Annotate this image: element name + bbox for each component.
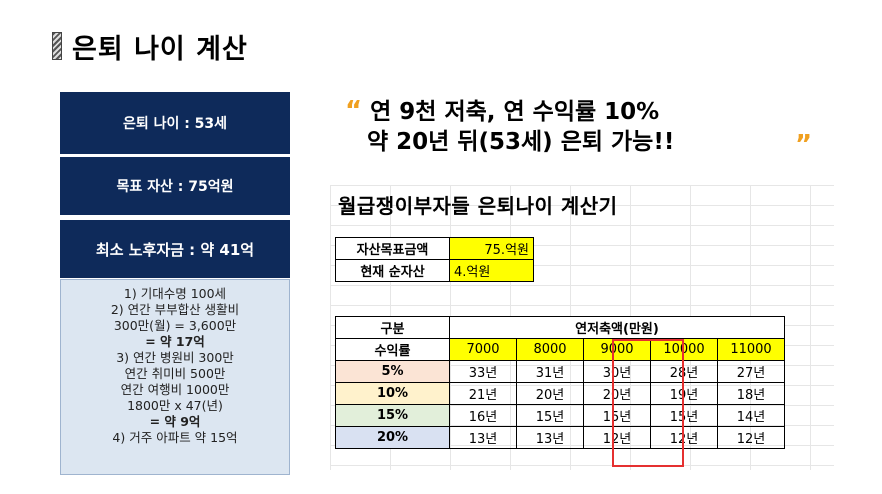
retire-age-box: 은퇴 나이 : 53세 (60, 92, 290, 154)
rate-cell: 15% (335, 404, 450, 427)
current-asset-cell[interactable]: 4.억원 (449, 259, 534, 282)
notes-panel: 1) 기대수명 100세 2) 연간 부부합산 생활비 300만(월) = 3,60… (60, 279, 290, 475)
close-quote-icon: ” (795, 130, 813, 160)
years-cell[interactable]: 21년 (449, 382, 517, 405)
headline-quote: “ 연 9천 저축, 연 수익률 10% 약 20년 뒤(53세) 은퇴 가능!… (345, 96, 812, 160)
years-cell[interactable]: 12년 (650, 426, 718, 449)
years-cell[interactable]: 13년 (449, 426, 517, 449)
years-cell[interactable]: 15년 (583, 404, 651, 427)
note-line: 연간 여행비 1000만 (120, 382, 230, 397)
savings-header-cell: 11000 (717, 338, 785, 361)
page-title: 은퇴 나이 계산 (72, 33, 248, 65)
current-asset-label: 현재 순자산 (335, 259, 450, 282)
years-cell[interactable]: 31년 (516, 360, 584, 383)
quote-line-2: 약 20년 뒤(53세) 은퇴 가능!! (367, 129, 675, 155)
years-cell[interactable]: 16년 (449, 404, 517, 427)
page-header: 은퇴 나이 계산 (52, 26, 248, 66)
savings-header-cell: 10000 (650, 338, 718, 361)
note-line: 연간 취미비 500만 (124, 366, 226, 381)
note-line: = 약 17억 (145, 334, 205, 349)
target-asset-box: 목표 자산 : 75억원 (60, 157, 290, 215)
years-cell[interactable]: 15년 (516, 404, 584, 427)
years-table: 구분 연저축액(만원) 수익률 7000 8000 9000 10000 11000 5… (335, 316, 785, 449)
note-line: 1800만 x 47(년) (127, 398, 223, 413)
note-line: 300만(월) = 3,600만 (113, 318, 237, 333)
rate-cell: 5% (335, 360, 450, 383)
years-cell[interactable]: 20년 (516, 382, 584, 405)
years-cell[interactable]: 13년 (516, 426, 584, 449)
years-cell[interactable]: 12년 (717, 426, 785, 449)
years-cell[interactable]: 12년 (583, 426, 651, 449)
table-row: 10% 21년 20년 20년 19년 18년 (335, 382, 785, 405)
row-header: 수익률 (335, 338, 450, 361)
title-bullet-icon (52, 32, 62, 60)
highlight-9000-column (612, 339, 684, 467)
table-row: 15% 16년 15년 15년 15년 14년 (335, 404, 785, 427)
target-asset-label: 자산목표금액 (335, 237, 450, 260)
group-header: 연저축액(만원) (449, 316, 785, 339)
target-asset-cell[interactable]: 75.억원 (449, 237, 534, 260)
years-cell[interactable]: 20년 (583, 382, 651, 405)
years-cell[interactable]: 33년 (449, 360, 517, 383)
note-line: 3) 연간 병원비 300만 (116, 350, 234, 365)
col-header: 구분 (335, 316, 450, 339)
note-line: 1) 기대수명 100세 (123, 286, 227, 301)
open-quote-icon: “ (345, 96, 363, 126)
min-fund-box: 최소 노후자금 : 약 41억 (60, 220, 290, 278)
sheet-title: 월급쟁이부자들 은퇴나이 계산기 (338, 194, 618, 218)
table-row: 5% 33년 31년 30년 28년 27년 (335, 360, 785, 383)
savings-header-cell: 7000 (449, 338, 517, 361)
savings-header-cell: 8000 (516, 338, 584, 361)
years-cell[interactable]: 18년 (717, 382, 785, 405)
years-cell[interactable]: 14년 (717, 404, 785, 427)
quote-line-1: 연 9천 저축, 연 수익률 10% (370, 99, 660, 125)
years-cell[interactable]: 27년 (717, 360, 785, 383)
rate-cell: 10% (335, 382, 450, 405)
rate-cell: 20% (335, 426, 450, 449)
input-table: 자산목표금액 75.억원 현재 순자산 4.억원 (335, 237, 534, 282)
note-line: 2) 연간 부부합산 생활비 (110, 302, 240, 317)
table-row: 20% 13년 13년 12년 12년 12년 (335, 426, 785, 449)
note-line: = 약 9억 (149, 414, 201, 429)
note-line: 4) 거주 아파트 약 15억 (112, 430, 238, 445)
